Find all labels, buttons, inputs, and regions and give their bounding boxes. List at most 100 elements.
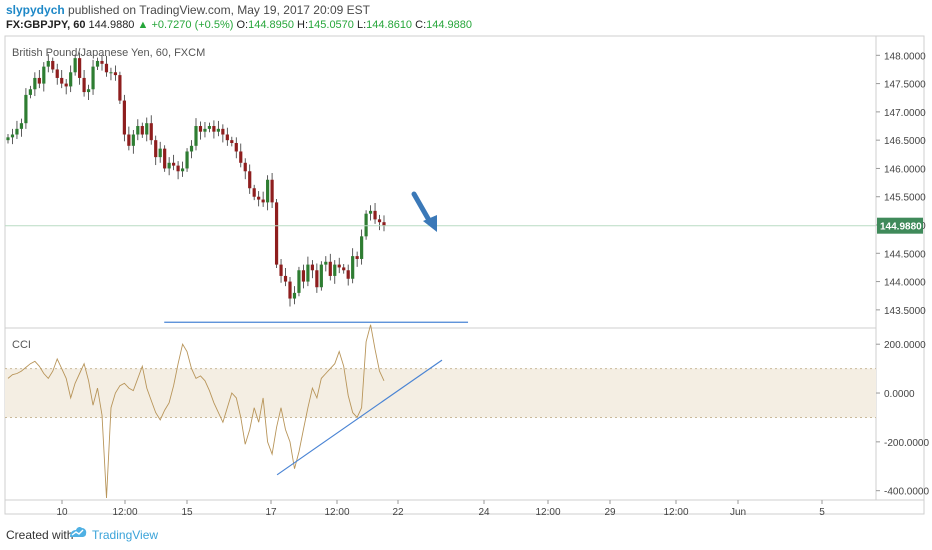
candle-up — [207, 126, 212, 129]
down-arrow-head — [423, 215, 437, 232]
candles — [6, 52, 386, 307]
candle-down — [342, 267, 346, 271]
created-with-label: Created with — [6, 528, 74, 542]
candle-down — [221, 128, 225, 135]
candle-down — [301, 270, 306, 282]
candle-down — [310, 264, 314, 271]
candle-down — [225, 134, 229, 141]
candle-up — [69, 72, 73, 87]
candle-up — [109, 72, 113, 74]
cci-line — [7, 324, 385, 499]
high-value: 145.0570 — [308, 19, 354, 31]
close-label: C: — [415, 19, 427, 31]
price-tick-label: 143.5000 — [884, 306, 926, 317]
candle-down — [82, 77, 86, 93]
candle-down — [257, 196, 261, 200]
cci-pane — [5, 321, 876, 499]
price-tick-labels: 148.0000 147.5000 147.0000 146.5000 146.0000… — [876, 51, 926, 317]
cci-title: CCI — [12, 339, 31, 351]
chart-canvas[interactable]: British Pound/Japanese Yen, 60, FXCM CCI… — [0, 34, 932, 518]
candle-down — [51, 60, 55, 70]
candle-up — [216, 128, 220, 132]
author-link[interactable]: slypydych — [6, 3, 65, 17]
candle-down — [78, 58, 82, 78]
candle-up — [333, 264, 337, 276]
candle-up — [42, 66, 46, 84]
cci-tick-label: 0.0000 — [884, 389, 915, 400]
time-tick-label: 17 — [265, 507, 277, 516]
candle-up — [319, 264, 323, 288]
candle-down — [274, 202, 279, 265]
candle-down — [337, 264, 341, 268]
candle-up — [6, 137, 10, 141]
chart-area[interactable]: British Pound/Japanese Yen, 60, FXCM CCI… — [0, 34, 932, 518]
tradingview-brand[interactable]: TradingView — [92, 528, 159, 542]
candle-down — [248, 171, 252, 189]
candle-down — [55, 69, 59, 78]
candle-down — [355, 256, 359, 259]
candle-down — [279, 264, 283, 276]
candle-down — [104, 63, 109, 73]
candle-down — [64, 83, 68, 87]
chart-header: slypydych published on TradingView.com, … — [0, 0, 932, 34]
candle-down — [198, 126, 203, 132]
chart-frame — [4, 35, 925, 515]
time-tick-label: 12:00 — [324, 507, 349, 516]
candle-up — [189, 145, 194, 152]
candle-down — [154, 140, 158, 158]
candle-down — [346, 270, 350, 279]
candle-up — [91, 66, 95, 90]
candle-up — [266, 179, 270, 203]
time-tick-label: 22 — [392, 507, 404, 516]
last-price-badge — [877, 217, 923, 234]
candle-up — [10, 134, 15, 138]
cci-support-line — [276, 359, 443, 476]
cci-tick-labels: 200.0000 0.0000 -200.0000 -400.0000 — [876, 340, 929, 498]
candle-down — [163, 148, 167, 169]
price-tick-label: 145.5000 — [884, 193, 926, 204]
candle-up — [368, 210, 373, 214]
time-tick-labels: 10 12:00 15 17 12:00 22 24 12:00 29 12:00 Jun 5 — [56, 500, 825, 518]
candle-up — [324, 261, 328, 265]
candle-up — [131, 134, 135, 146]
footer: Created with TradingView — [0, 516, 932, 550]
price-tick-label: 146.5000 — [884, 136, 926, 147]
last-price-badge-label: 144.9880 — [880, 222, 922, 233]
candle-up — [95, 60, 100, 67]
candle-up — [297, 270, 301, 293]
publish-line: slypydych published on TradingView.com, … — [6, 3, 370, 17]
candle-down — [122, 100, 126, 135]
time-tick-label: 15 — [181, 507, 193, 516]
open-value: 144.8950 — [248, 19, 294, 31]
low-label: L: — [356, 19, 367, 31]
main-chart-title: British Pound/Japanese Yen, 60, FXCM — [12, 47, 205, 59]
candle-down — [283, 275, 288, 282]
candle-up — [360, 236, 364, 259]
candle-down — [373, 210, 377, 220]
change-value: ▲ +0.7270 (+0.5%) — [137, 19, 234, 31]
candle-down — [113, 72, 118, 76]
time-tick-label: Jun — [730, 507, 746, 516]
candle-up — [292, 292, 297, 299]
candle-up — [33, 77, 37, 90]
cci-band — [5, 368, 876, 418]
price-tick-label: 144.5000 — [884, 249, 926, 260]
candle-down — [234, 142, 238, 152]
candle-up — [19, 123, 24, 129]
candle-down — [37, 77, 41, 84]
candle-up — [167, 162, 171, 169]
candle-down — [239, 151, 243, 163]
candle-up — [194, 126, 198, 146]
candle-up — [46, 60, 50, 67]
candle-down — [140, 126, 144, 135]
high-label: H: — [297, 19, 309, 31]
candle-up — [185, 151, 189, 169]
tradingview-logo-icon — [70, 526, 87, 537]
candle-up — [136, 126, 140, 135]
overlays: 144.9880 — [5, 191, 923, 234]
candle-down — [230, 140, 234, 143]
low-value: 144.8610 — [366, 19, 413, 31]
candle-down — [243, 162, 247, 172]
open-label: O: — [236, 19, 249, 31]
close-value: 144.9880 — [426, 19, 473, 31]
